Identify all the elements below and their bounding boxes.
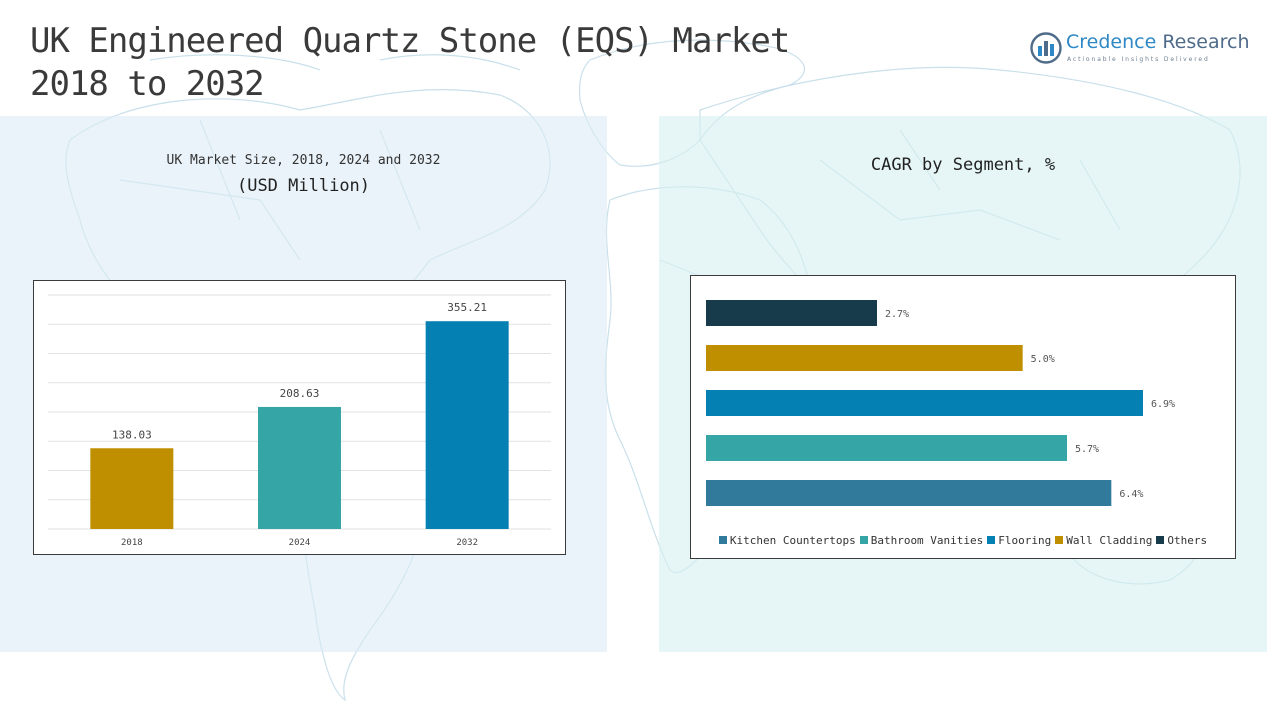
cagr-legend: Kitchen Countertops Bathroom Vanities Floo… <box>691 534 1235 547</box>
bar-value-label: 5.7% <box>1075 444 1099 455</box>
legend-item: Others <box>1156 534 1207 547</box>
legend-swatch <box>1055 536 1064 544</box>
logo-name-part1: Credence <box>1066 31 1157 53</box>
legend-item: Kitchen Countertops <box>718 534 856 547</box>
title-line-1: UK Engineered Quartz Stone (EQS) Market <box>30 21 790 61</box>
market-size-chart-title: UK Market Size, 2018, 2024 and 2032 <box>166 153 441 168</box>
x-tick-label: 2018 <box>121 538 143 548</box>
legend-swatch <box>859 536 868 544</box>
bar-2024 <box>258 406 341 529</box>
bar-2018 <box>90 448 174 529</box>
legend-label: Wall Cladding <box>1066 534 1153 547</box>
bar-kitchen-countertops <box>706 480 1112 506</box>
x-tick-label: 2032 <box>456 538 478 548</box>
legend-swatch <box>987 536 996 544</box>
bar-value-label: 6.9% <box>1151 399 1175 410</box>
logo-mark-icon <box>1030 32 1062 64</box>
legend-label: Bathroom Vanities <box>870 534 984 547</box>
market-size-chart-unit: (USD Million) <box>236 176 371 196</box>
page-title: UK Engineered Quartz Stone (EQS) Market … <box>30 20 810 106</box>
bar-flooring <box>706 390 1143 416</box>
x-tick-label: 2024 <box>289 538 311 548</box>
legend-item: Bathroom Vanities <box>859 534 984 547</box>
legend-label: Flooring <box>998 534 1052 547</box>
bar-value-label: 2.7% <box>885 309 909 320</box>
legend-swatch <box>718 536 727 544</box>
bar-value-label: 5.0% <box>1031 354 1055 365</box>
credence-research-logo: Credence Research Actionable Insights De… <box>1030 30 1249 70</box>
bar-value-label: 6.4% <box>1119 489 1143 500</box>
bar-2032 <box>425 321 509 529</box>
bar-value-label: 138.03 <box>112 428 152 441</box>
bar-wall-cladding <box>706 345 1023 371</box>
legend-swatch <box>1156 536 1165 544</box>
cagr-chart: 2.7% 5.0% 6.9% 5.7% 6.4% Kitchen Countertops… <box>690 275 1236 559</box>
title-line-2: 2018 to 2032 <box>30 64 265 104</box>
bar-value-label: 355.21 <box>447 301 487 314</box>
legend-item: Flooring <box>987 534 1051 547</box>
cagr-horizontal-bar-chart: 2.7% 5.0% 6.9% 5.7% 6.4% <box>706 300 1175 506</box>
market-size-bar-chart: 138.03 2018 208.63 2024 355.21 2032 <box>48 294 551 548</box>
market-size-chart: 138.03 2018 208.63 2024 355.21 2032 <box>33 280 566 555</box>
logo-name-part2: Research <box>1162 31 1250 53</box>
bar-value-label: 208.63 <box>280 387 320 400</box>
bar-others <box>706 300 877 326</box>
cagr-chart-title: CAGR by Segment, % <box>870 155 1056 175</box>
legend-label: Others <box>1167 534 1208 547</box>
logo-tagline: Actionable Insights Delivered <box>1067 56 1210 63</box>
logo-name: Credence Research <box>1066 31 1249 53</box>
bar-bathroom-vanities <box>706 435 1067 461</box>
legend-label: Kitchen Countertops <box>729 534 856 547</box>
legend-item: Wall Cladding <box>1055 534 1152 547</box>
